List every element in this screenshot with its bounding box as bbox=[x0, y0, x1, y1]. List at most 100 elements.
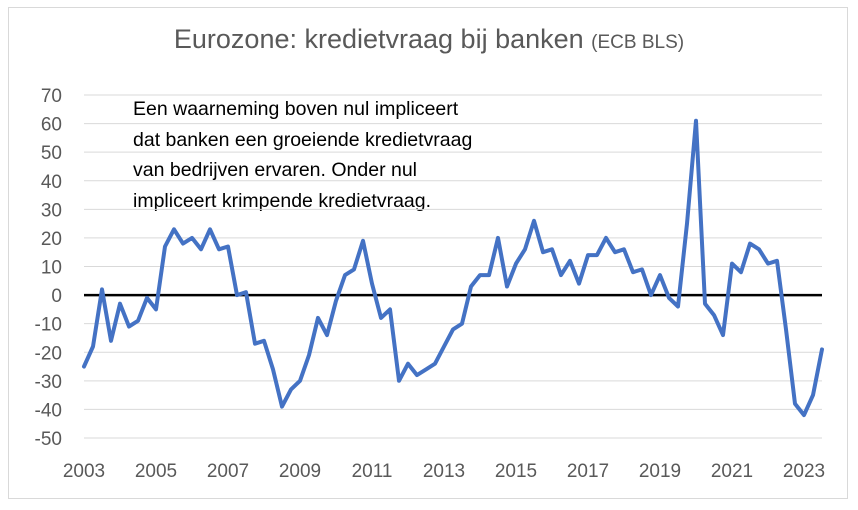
data-point bbox=[397, 379, 401, 383]
y-axis-tick-labels: 70 60 50 40 30 20 10 0 -10 -20 -30 -40 -50 bbox=[35, 86, 62, 450]
data-point bbox=[334, 299, 338, 303]
data-point bbox=[676, 305, 680, 309]
x-tick-label: 2009 bbox=[279, 461, 321, 482]
annotation-line-3: van bedrijven ervaren. Onder nul bbox=[133, 159, 417, 181]
data-point bbox=[271, 367, 275, 371]
data-point bbox=[712, 313, 716, 317]
data-point bbox=[775, 259, 779, 263]
data-point bbox=[109, 339, 113, 343]
chart-subtitle: (ECB BLS) bbox=[591, 32, 685, 53]
series-points bbox=[82, 119, 824, 417]
data-point bbox=[307, 353, 311, 357]
data-point bbox=[199, 247, 203, 251]
x-tick-label: 2005 bbox=[135, 461, 177, 482]
data-point bbox=[469, 285, 473, 289]
data-point bbox=[730, 262, 734, 266]
data-point bbox=[406, 362, 410, 366]
data-point bbox=[532, 219, 536, 223]
data-point bbox=[388, 307, 392, 311]
data-point bbox=[514, 262, 518, 266]
data-point bbox=[541, 250, 545, 254]
y-tick-label: -20 bbox=[35, 343, 62, 364]
chart-title-text: Eurozone: kredietvraag bij banken bbox=[173, 24, 584, 54]
y-tick-label: 20 bbox=[41, 229, 62, 250]
data-point bbox=[370, 282, 374, 286]
y-tick-label: -10 bbox=[35, 315, 62, 336]
data-point bbox=[433, 362, 437, 366]
x-axis-tick-labels: 2003 2005 2007 2009 2011 2013 2015 2017 2019 2021… bbox=[63, 461, 825, 482]
data-point bbox=[82, 365, 86, 369]
x-tick-label: 2017 bbox=[567, 461, 609, 482]
data-point bbox=[478, 273, 482, 277]
data-point bbox=[91, 345, 95, 349]
data-point bbox=[811, 393, 815, 397]
data-point bbox=[613, 250, 617, 254]
data-point bbox=[253, 342, 257, 346]
annotation-text: Een waarneming boven nul impliceert dat … bbox=[133, 94, 593, 216]
annotation-line-1: Een waarneming boven nul impliceert bbox=[133, 98, 459, 120]
data-point bbox=[325, 333, 329, 337]
data-point bbox=[640, 267, 644, 271]
y-tick-label: 50 bbox=[41, 143, 62, 164]
data-point bbox=[298, 379, 302, 383]
x-tick-label: 2019 bbox=[639, 461, 681, 482]
data-point bbox=[460, 322, 464, 326]
data-point bbox=[235, 293, 239, 297]
data-point bbox=[757, 247, 761, 251]
data-point bbox=[784, 327, 788, 331]
data-point bbox=[154, 307, 158, 311]
y-tick-label: 60 bbox=[41, 115, 62, 136]
data-point bbox=[127, 325, 131, 329]
x-tick-label: 2015 bbox=[495, 461, 537, 482]
series-line bbox=[82, 118, 824, 418]
data-point bbox=[361, 239, 365, 243]
data-point bbox=[316, 316, 320, 320]
data-point bbox=[622, 247, 626, 251]
x-tick-label: 2021 bbox=[711, 461, 753, 482]
data-point bbox=[343, 273, 347, 277]
data-point bbox=[694, 119, 698, 123]
y-tick-label: 0 bbox=[51, 286, 62, 307]
y-tick-label: 30 bbox=[41, 200, 62, 221]
data-point bbox=[226, 244, 230, 248]
x-tick-label: 2013 bbox=[423, 461, 465, 482]
chart-frame bbox=[8, 7, 848, 499]
annotation-line-2: dat banken een groeiende kredietvraag bbox=[133, 128, 473, 151]
data-point bbox=[766, 262, 770, 266]
data-point bbox=[118, 302, 122, 306]
data-point bbox=[280, 405, 284, 409]
data-point bbox=[487, 273, 491, 277]
x-tick-label: 2023 bbox=[783, 461, 825, 482]
data-point bbox=[163, 244, 167, 248]
data-point bbox=[550, 247, 554, 251]
data-point bbox=[586, 253, 590, 257]
data-point bbox=[523, 247, 527, 251]
data-point bbox=[136, 319, 140, 323]
data-point bbox=[181, 242, 185, 246]
data-point bbox=[793, 402, 797, 406]
data-point bbox=[208, 227, 212, 231]
y-tick-label: -40 bbox=[35, 400, 62, 421]
data-point bbox=[649, 293, 653, 297]
data-point bbox=[415, 373, 419, 377]
data-point bbox=[262, 339, 266, 343]
data-point bbox=[604, 236, 608, 240]
data-point bbox=[172, 227, 176, 231]
data-point bbox=[289, 387, 293, 391]
data-point bbox=[145, 296, 149, 300]
data-point bbox=[721, 333, 725, 337]
data-point bbox=[505, 285, 509, 289]
y-tick-label: 70 bbox=[41, 86, 62, 107]
data-point bbox=[685, 222, 689, 226]
annotation-line-4: impliceert krimpende kredietvraag. bbox=[133, 189, 432, 212]
data-point bbox=[667, 296, 671, 300]
data-point bbox=[748, 242, 752, 246]
data-point bbox=[379, 316, 383, 320]
data-point bbox=[703, 302, 707, 306]
x-tick-label: 2007 bbox=[207, 461, 249, 482]
data-point bbox=[424, 367, 428, 371]
data-point bbox=[631, 270, 635, 274]
data-point bbox=[451, 327, 455, 331]
data-point bbox=[559, 273, 563, 277]
